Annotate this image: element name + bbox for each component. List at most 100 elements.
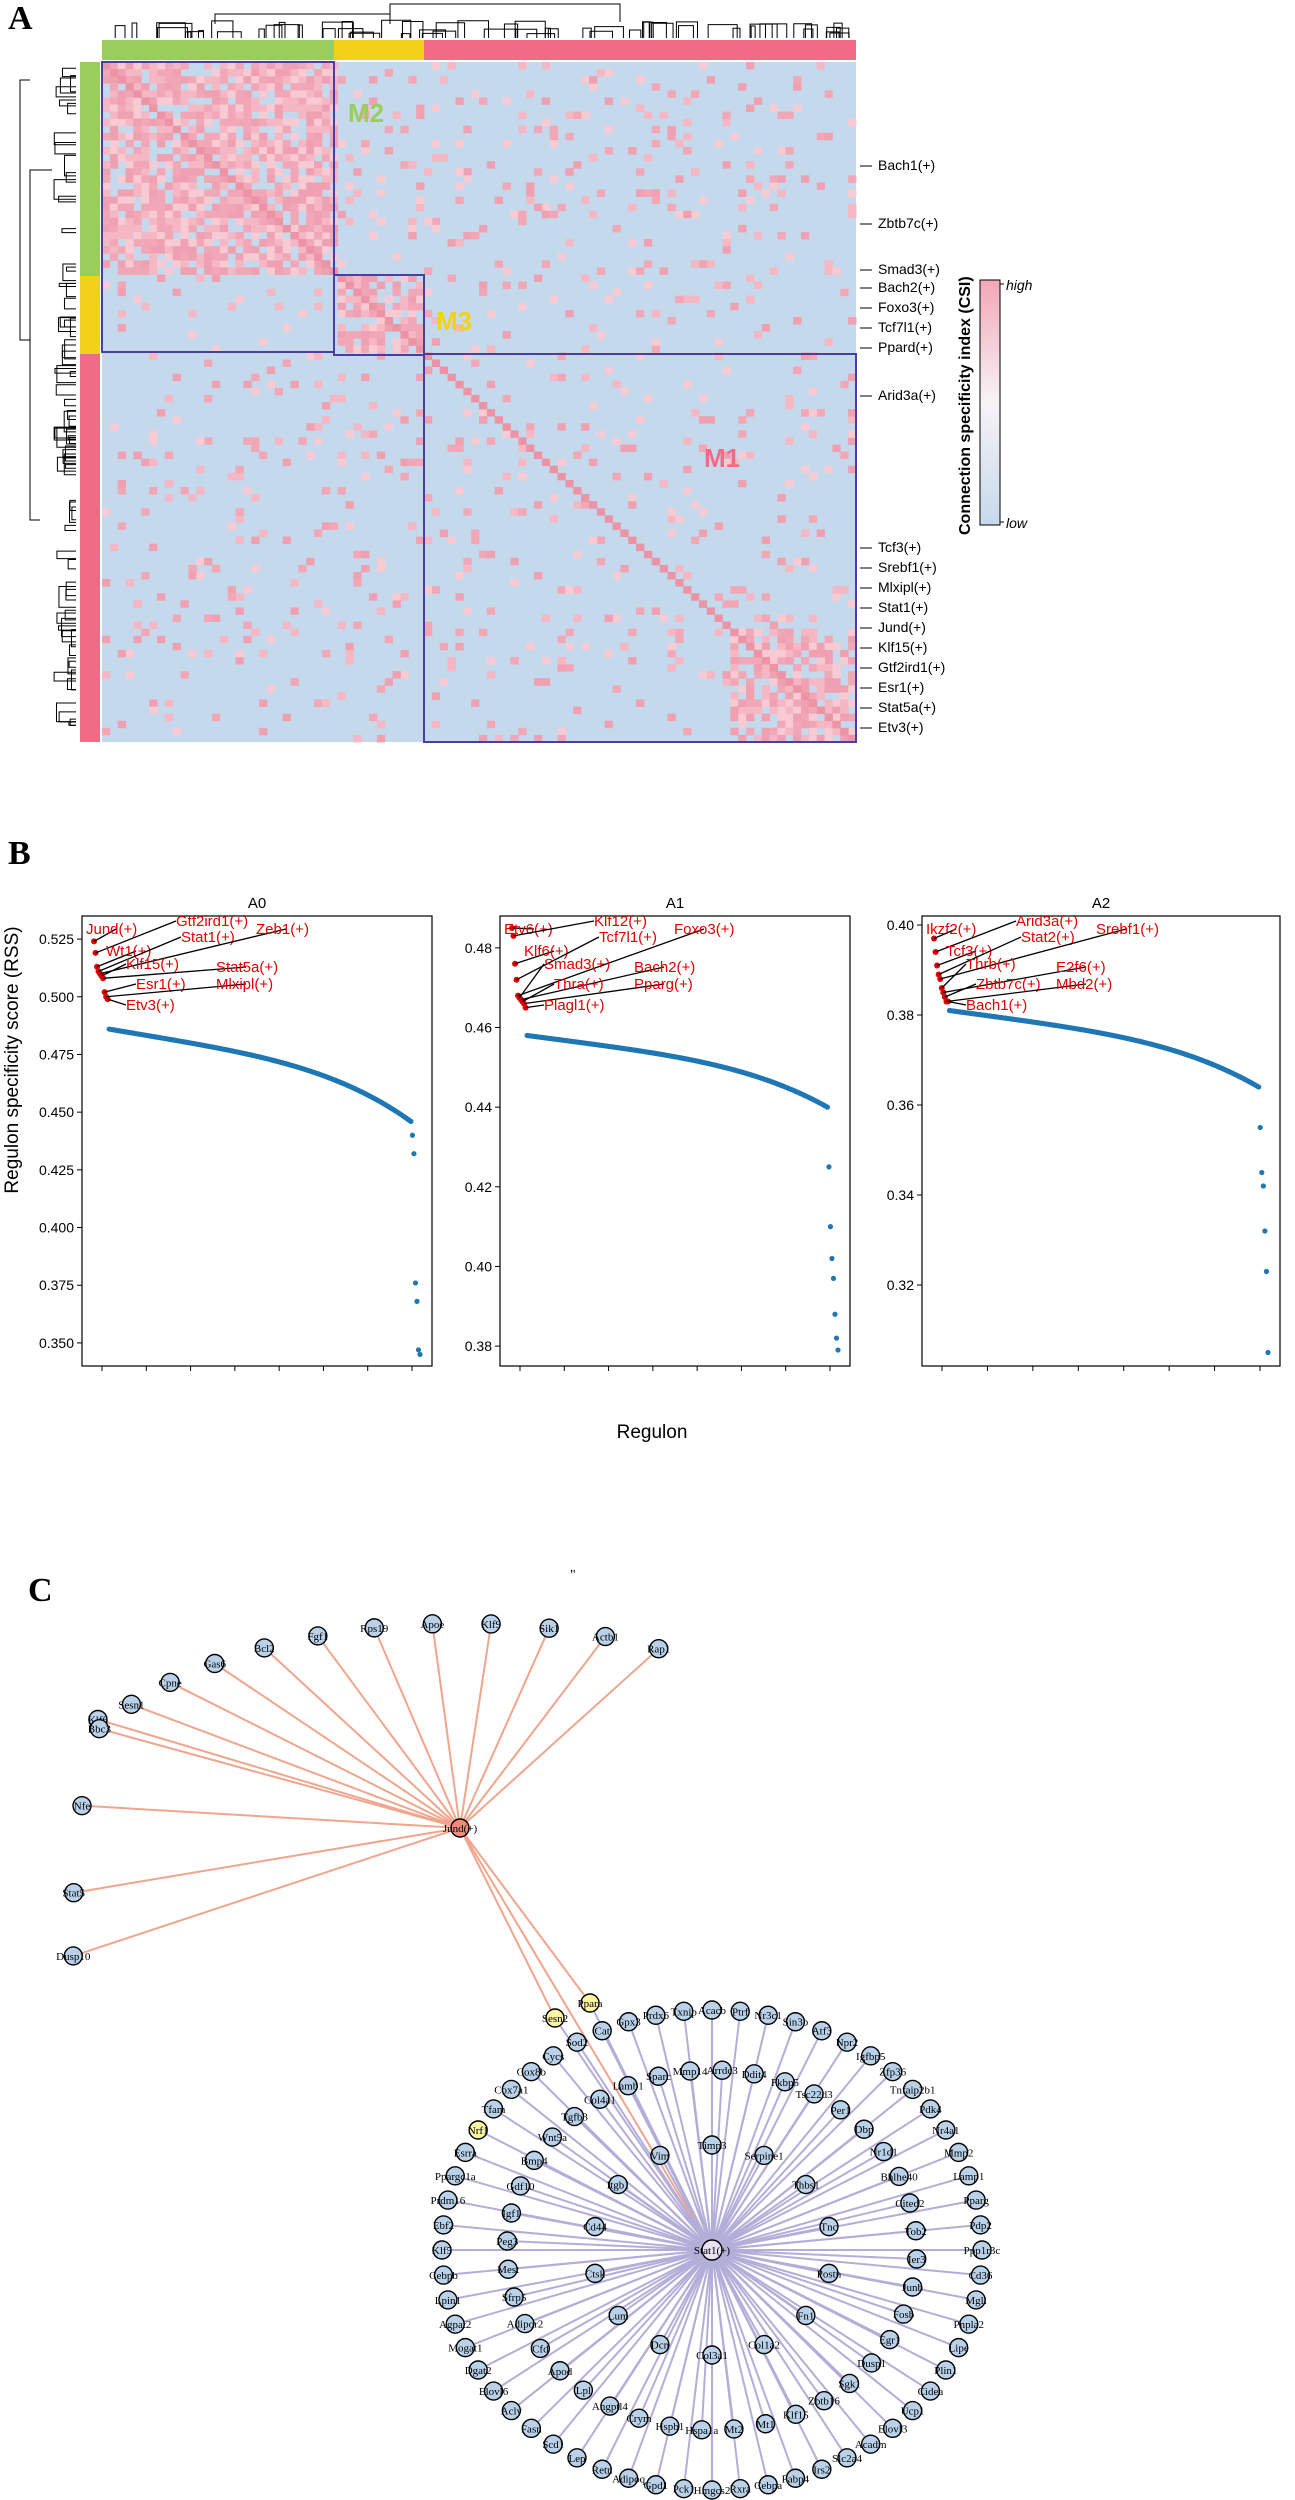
heatmap-cell [149,267,158,275]
heatmap-cell [431,720,441,729]
heatmap-cell [172,175,181,183]
heatmap-cell [337,76,346,84]
heatmap-cell [612,614,621,622]
label-leader [933,928,957,940]
node-label: Cebpb [429,2270,458,2282]
heatmap-cell [369,210,378,219]
heatmap-cell [353,189,362,197]
heatmap-cell [117,104,126,112]
heatmap-cell [298,309,307,318]
network-node: Gdf10 [506,2176,535,2196]
heatmap-cell [369,593,378,601]
heatmap-cell [133,260,142,268]
heatmap-cell [848,118,857,127]
network-node: Fosb [893,2304,915,2324]
heatmap-cell [502,267,511,275]
heatmap-cell [306,147,315,155]
heatmap-cell [164,132,174,141]
heatmap-cell [416,338,425,346]
heatmap-cell [125,649,134,658]
heatmap-cell [801,713,810,722]
heatmap-cell [306,111,315,120]
heatmap-cell [274,182,284,190]
node-label: Tsc22d3 [796,2089,834,2101]
heatmap-cell [345,430,354,438]
heatmap-cell [361,274,370,282]
heatmap-cell [196,203,205,212]
network-edge [711,2225,830,2251]
heatmap-cell [565,132,574,141]
dendrogram-branch [515,28,538,38]
heatmap-cell [808,699,818,707]
heatmap-cell [164,246,174,254]
heatmap-cell [290,224,299,233]
heatmap-cell [298,147,307,155]
heatmap-cell [824,260,833,268]
heatmap-cell [345,331,354,339]
network-node: Hspb1 [655,2416,684,2436]
heatmap-cell [180,246,189,254]
heatmap-cell [502,423,511,431]
network-node: Apoe [420,1614,444,1634]
network-node: Bcl2 [254,1638,275,1658]
ytick-label: 0.350 [39,1335,74,1351]
rss-point-top [101,989,108,996]
node-label: Gpx3 [616,2017,641,2029]
heatmap-cell [463,125,472,134]
heatmap-cell [149,224,158,233]
heatmap-cell [361,451,370,460]
heatmap-cell [698,529,708,537]
heatmap-cell [848,657,857,665]
heatmap-cell [494,487,503,495]
heatmap-cell [416,345,425,353]
heatmap-cell [588,210,598,219]
heatmap-cell [486,671,496,679]
network-edge [711,2249,960,2349]
heatmap-cell [321,246,331,254]
heatmap-cell [416,437,425,445]
dendrogram-branch [829,32,850,38]
heatmap-cell [518,125,527,134]
heatmap-cell [675,635,684,644]
node-label: Retn [592,2464,613,2476]
dendrogram-branch [54,141,76,155]
heatmap-cell [290,62,299,70]
heatmap-cell [243,217,252,226]
heatmap-cell [149,203,158,212]
dendrogram-branch [58,711,76,723]
heatmap-cell [392,338,401,346]
regulon-label: Stat5a(+) [216,959,278,976]
heatmap-cell [384,125,394,134]
heatmap-cell [321,76,331,84]
heatmap-cell [369,713,378,722]
heatmap-cell [290,196,299,205]
heatmap-cell [259,253,268,261]
heatmap-cell [604,515,613,523]
heatmap-cell [376,338,386,346]
heatmap-cell [620,387,629,396]
heatmap-cell [235,210,244,219]
heatmap-cell [408,288,417,297]
heatmap-cell [266,685,276,693]
network-node: Fasn [521,2418,542,2439]
network-node: Slc2a4 [832,2448,862,2468]
heatmap-cell [306,161,315,169]
network-edge [711,2249,904,2316]
dendrogram-branch [400,33,411,38]
heatmap-cell [706,260,716,268]
heatmap-cell [793,713,802,722]
heatmap-cell [361,288,370,297]
heatmap-cell [149,239,158,247]
heatmap-cell [321,210,331,219]
heatmap-cell [369,302,378,311]
heatmap-cell [251,246,260,254]
heatmap-cell [337,338,346,346]
heatmap-cell [840,657,849,665]
heatmap-cell [172,727,181,736]
network-node: Rxra [730,2478,751,2499]
heatmap-cell [180,203,189,212]
heatmap-cell [141,161,150,169]
regulon-label: Klf12(+) [594,913,647,930]
row-label: Tcf7l1(+) [878,319,932,335]
heatmap-cell [549,295,558,304]
